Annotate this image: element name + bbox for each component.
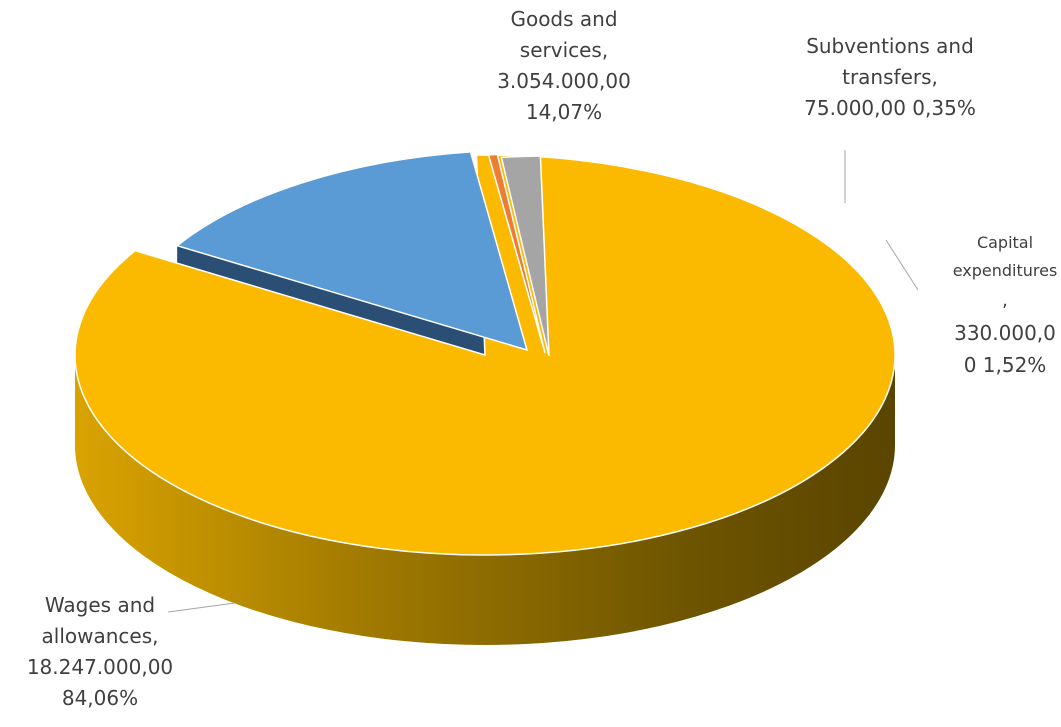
leader-line-capital-expenditures [885, 239, 919, 291]
data-label-line: , [1002, 290, 1008, 311]
data-label-line: 330.000,0 [954, 321, 1056, 345]
data-label-line: 75.000,00 0,35% [804, 96, 976, 120]
data-label-goods-and-services: Goods and services, 3.054.000,00 14,07% [497, 7, 631, 124]
data-label-line: Capital [977, 233, 1033, 252]
data-label-line: Subventions and [806, 34, 974, 58]
slice-subventions-and-transfers [487, 153, 546, 354]
data-label-line: Goods and [510, 7, 617, 31]
data-label-line: 18.247.000,00 [27, 655, 173, 679]
slice-wages-and-allowances [74, 154, 896, 556]
slice-capital-expenditures [500, 155, 550, 357]
data-label-line: 0 1,52% [964, 353, 1047, 377]
slice-labels: Wages and allowances, 18.247.000,00 84,06% G… [27, 7, 1057, 710]
data-label-line: expenditures [953, 261, 1058, 280]
slice-rim-wages-and-allowances [75, 355, 895, 645]
data-label-line: 3.054.000,00 [497, 69, 631, 93]
data-label-line: 84,06% [62, 686, 138, 710]
data-label-line: services, [520, 38, 608, 62]
data-label-capital-expenditures: Capital expenditures, 330.000,0 0 1,52% [953, 233, 1058, 377]
data-label-line: 14,07% [526, 100, 602, 124]
data-label-line: transfers, [842, 65, 938, 89]
data-label-wages-and-allowances: Wages and allowances, 18.247.000,00 84,06% [27, 593, 173, 710]
leader-line-wages-and-allowances [167, 602, 236, 613]
pie-top-layer [74, 151, 896, 556]
leader-lines [167, 150, 919, 613]
data-label-line: Wages and [45, 593, 155, 617]
data-label-subventions-and-transfers: Subventions and transfers, 75.000,00 0,35% [804, 34, 976, 120]
data-label-line: allowances, [42, 624, 159, 648]
slice-goods-and-services [175, 151, 529, 352]
